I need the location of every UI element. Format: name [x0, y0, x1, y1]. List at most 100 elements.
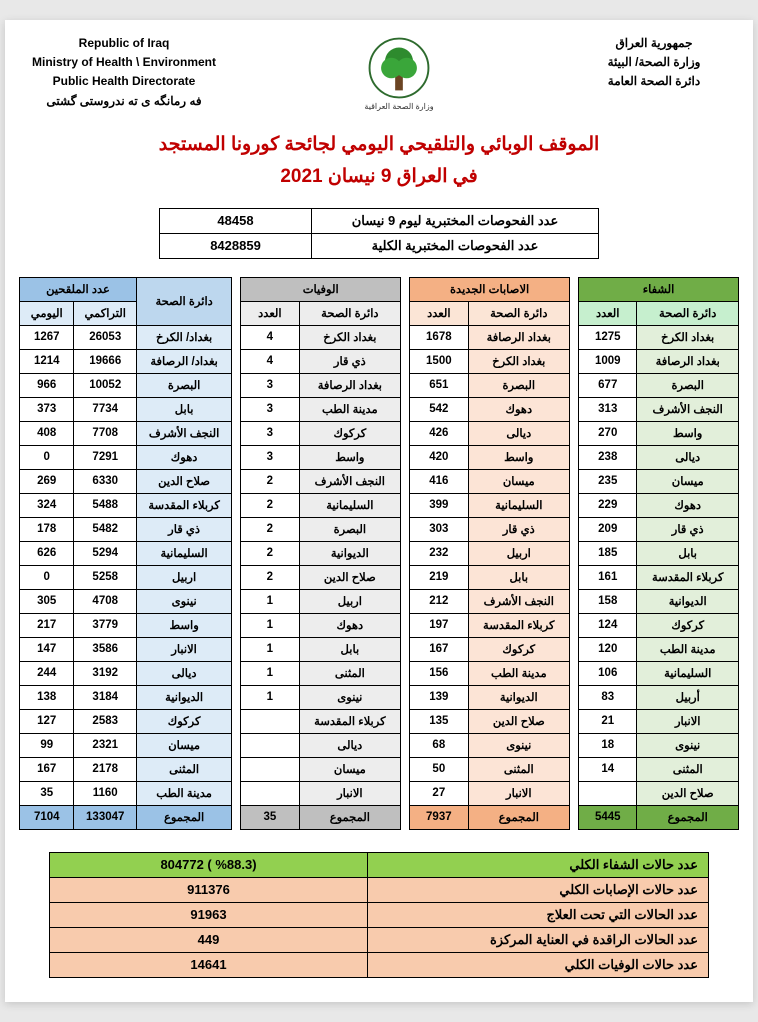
table-row-dir: ميسان — [468, 469, 570, 493]
dth-h-dir: دائرة الصحة — [299, 301, 401, 325]
table-row-value: 399 — [410, 493, 468, 517]
table-row-value: 2 — [241, 565, 299, 589]
dth-total-val: 35 — [241, 805, 299, 829]
table-row-value: 135 — [410, 709, 468, 733]
table-row-dir: واسط — [468, 445, 570, 469]
table-row-dir: الديوانية — [637, 589, 739, 613]
vac-title: عدد الملقحين — [20, 277, 137, 301]
table-row-value: 158 — [579, 589, 637, 613]
table-row-cumulative: 5294 — [74, 541, 137, 565]
table-row-value: 106 — [579, 661, 637, 685]
table-row-daily: 178 — [20, 517, 74, 541]
tests-total-value: 8428859 — [160, 233, 312, 258]
table-row-daily: 269 — [20, 469, 74, 493]
table-row-cumulative: 26053 — [74, 325, 137, 349]
table-row-value: 1009 — [579, 349, 637, 373]
table-row-value: 124 — [579, 613, 637, 637]
table-row-value: 185 — [579, 541, 637, 565]
table-row-dir: النجف الأشرف — [637, 397, 739, 421]
table-row-value: 238 — [579, 445, 637, 469]
table-row-value — [241, 757, 299, 781]
table-row-daily: 408 — [20, 421, 74, 445]
table-row-cumulative: 10052 — [74, 373, 137, 397]
vac-h-cum: التراكمي — [74, 301, 137, 325]
vaccinated-table: دائرة الصحة عدد الملقحين التراكمي اليومي… — [19, 277, 232, 830]
table-row-value: 1 — [241, 685, 299, 709]
table-row-value: 21 — [579, 709, 637, 733]
table-row-value: 1500 — [410, 349, 468, 373]
cas-title: الاصابات الجديدة — [410, 277, 570, 301]
table-row-value: 1 — [241, 661, 299, 685]
table-row-value: 2 — [241, 493, 299, 517]
table-row-daily: 1214 — [20, 349, 74, 373]
table-row-value: 50 — [410, 757, 468, 781]
table-row-dir: بغداد الرصافة — [637, 349, 739, 373]
table-row-value: 1 — [241, 613, 299, 637]
table-row-dir: نينوى — [136, 589, 231, 613]
vac-total-cum: 133047 — [74, 805, 137, 829]
table-row-dir: ديالى — [136, 661, 231, 685]
table-row-dir: ديالى — [299, 733, 401, 757]
table-row-dir: كربلاء المقدسة — [136, 493, 231, 517]
table-row-dir: المثنى — [637, 757, 739, 781]
cas-h-dir: دائرة الصحة — [468, 301, 570, 325]
table-row-dir: نينوى — [299, 685, 401, 709]
table-row-cumulative: 3586 — [74, 637, 137, 661]
table-row-daily: 167 — [20, 757, 74, 781]
header: Republic of Iraq Ministry of Health \ En… — [19, 34, 739, 111]
table-row-value: 229 — [579, 493, 637, 517]
table-row-dir: ذي قار — [299, 349, 401, 373]
table-row-value: 270 — [579, 421, 637, 445]
title-line2: في العراق 9 نيسان 2021 — [19, 161, 739, 193]
rec-total-val: 5445 — [579, 805, 637, 829]
table-row-cumulative: 5258 — [74, 565, 137, 589]
table-row-dir: البصرة — [299, 517, 401, 541]
table-row-value: 3 — [241, 421, 299, 445]
table-row-dir: بابل — [468, 565, 570, 589]
dth-h-count: العدد — [241, 301, 299, 325]
table-row-dir: واسط — [299, 445, 401, 469]
table-row-cumulative: 2178 — [74, 757, 137, 781]
table-row-value: 1678 — [410, 325, 468, 349]
summary-value: 14641 — [50, 952, 368, 977]
table-row-value: 120 — [579, 637, 637, 661]
table-row-daily: 35 — [20, 781, 74, 805]
summary-value: 449 — [50, 927, 368, 952]
table-row-cumulative: 5488 — [74, 493, 137, 517]
table-row-dir: بابل — [637, 541, 739, 565]
table-row-value: 14 — [579, 757, 637, 781]
table-row-dir: السليمانية — [637, 661, 739, 685]
table-row-dir: صلاح الدين — [299, 565, 401, 589]
cas-total-val: 7937 — [410, 805, 468, 829]
report-page: Republic of Iraq Ministry of Health \ En… — [5, 20, 753, 1002]
title-line1: الموقف الوبائي والتلقيحي اليومي لجائحة ك… — [19, 129, 739, 161]
table-row-dir: صلاح الدين — [637, 781, 739, 805]
table-row-dir: بغداد الرصافة — [299, 373, 401, 397]
vac-h-dir: دائرة الصحة — [136, 277, 231, 325]
table-row-daily: 217 — [20, 613, 74, 637]
table-row-cumulative: 3192 — [74, 661, 137, 685]
table-row-cumulative: 6330 — [74, 469, 137, 493]
table-row-dir: البصرة — [136, 373, 231, 397]
summary-value: 911376 — [50, 877, 368, 902]
deaths-table: الوفيات دائرة الصحة العدد بغداد الكرخ4ذي… — [240, 277, 401, 830]
table-row-value — [241, 709, 299, 733]
table-row-dir: الديوانية — [468, 685, 570, 709]
table-row-dir: الانبار — [637, 709, 739, 733]
table-row-dir: الانبار — [299, 781, 401, 805]
header-left: Republic of Iraq Ministry of Health \ En… — [19, 34, 229, 111]
table-row-cumulative: 2583 — [74, 709, 137, 733]
four-tables: الشفاء دائرة الصحة العدد بغداد الكرخ1275… — [19, 277, 739, 830]
rec-h-count: العدد — [579, 301, 637, 325]
hr0: جمهورية العراق — [569, 34, 739, 53]
table-row-value: 416 — [410, 469, 468, 493]
dth-total-label: المجموع — [299, 805, 401, 829]
table-row-dir: نينوى — [637, 733, 739, 757]
table-row-dir: ديالى — [468, 421, 570, 445]
table-row-dir: كركوك — [468, 637, 570, 661]
table-row-dir: السليمانية — [468, 493, 570, 517]
cases-table: الاصابات الجديدة دائرة الصحة العدد بغداد… — [409, 277, 570, 830]
table-row-cumulative: 5482 — [74, 517, 137, 541]
table-row-dir: دهوك — [468, 397, 570, 421]
table-row-dir: اربيل — [136, 565, 231, 589]
